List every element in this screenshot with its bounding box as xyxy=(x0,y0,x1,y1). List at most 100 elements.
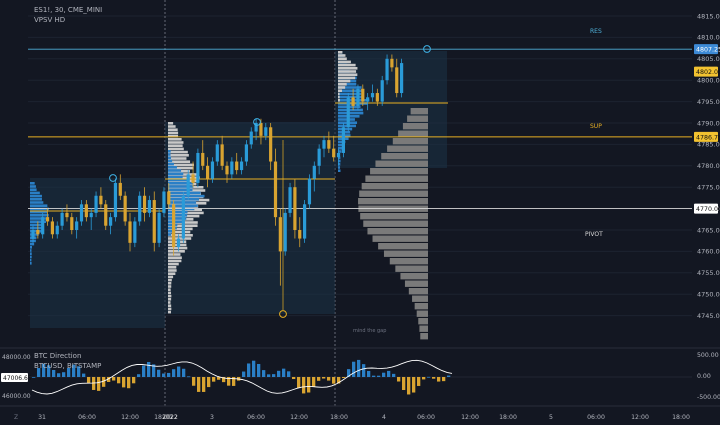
candle-body xyxy=(162,191,166,213)
price-tag xyxy=(694,66,718,77)
volume-profile-bar xyxy=(30,191,40,195)
volume-profile-bar xyxy=(338,51,343,54)
direction-bar xyxy=(137,374,141,377)
candle-body xyxy=(395,67,399,94)
volume-profile-bar xyxy=(420,333,428,340)
price-tag-label: 4802.00 xyxy=(696,69,720,76)
direction-bar xyxy=(147,361,151,377)
volume-profile-bar xyxy=(398,130,428,137)
candle-body xyxy=(60,212,64,226)
volume-profile-bar xyxy=(168,162,174,166)
price-tag xyxy=(694,44,718,55)
direction-bar xyxy=(257,363,261,377)
volume-profile-bar xyxy=(358,198,428,205)
direction-bar xyxy=(317,377,321,381)
candle-body xyxy=(220,144,224,166)
volume-profile-bar xyxy=(338,95,340,99)
candle-body xyxy=(206,165,210,179)
volume-profile-bar xyxy=(168,298,172,301)
direction-bar xyxy=(82,373,86,377)
direction-bar xyxy=(252,360,256,377)
volume-profile-bar xyxy=(168,194,205,198)
low-marker xyxy=(279,310,287,318)
x-tick-label: 3 xyxy=(210,414,214,421)
candle-body xyxy=(239,161,244,171)
direction-bar xyxy=(167,372,171,377)
volume-profile-bar xyxy=(168,144,183,147)
direction-bar xyxy=(312,377,316,387)
volume-profile-bar xyxy=(383,250,428,257)
x-tick-label: 06:00 xyxy=(247,414,265,421)
candle-body xyxy=(341,127,345,153)
volume-profile-bar xyxy=(168,294,172,298)
candle-body xyxy=(380,80,384,102)
volume-profile-bar xyxy=(30,246,32,249)
candle-body xyxy=(128,221,132,243)
candle-body xyxy=(254,123,258,132)
volume-profile-bar xyxy=(30,252,32,255)
direction-bar xyxy=(132,377,136,384)
candle-body xyxy=(94,195,98,213)
volume-profile-bar xyxy=(168,278,172,282)
candle-body xyxy=(400,63,404,94)
direction-bar xyxy=(247,363,251,377)
volume-profile-bar xyxy=(168,262,179,266)
volume-profile-bar xyxy=(30,182,35,185)
volume-profile-bar xyxy=(168,178,189,182)
zoom-icon: Z xyxy=(14,414,18,421)
direction-bar xyxy=(297,377,301,389)
volume-profile-bar xyxy=(30,226,43,230)
candle-body xyxy=(351,97,355,106)
candle-body xyxy=(303,204,307,239)
candle-body xyxy=(235,161,239,171)
volume-profile-bar xyxy=(168,150,188,154)
direction-bar xyxy=(192,377,196,386)
candle-body xyxy=(312,165,316,179)
direction-bar xyxy=(62,372,66,377)
volume-profile-bar xyxy=(338,86,362,89)
volume-profile-bar xyxy=(338,89,342,92)
volume-profile-bar xyxy=(168,122,174,125)
candle-body xyxy=(109,217,113,226)
volume-profile-bar xyxy=(338,118,355,121)
candle-body xyxy=(293,187,297,230)
volume-profile-bar xyxy=(338,95,364,99)
direction-bar xyxy=(347,369,351,377)
volume-profile-bar xyxy=(338,169,341,172)
y-tick-label: 4755.00 xyxy=(697,269,720,277)
candle-body xyxy=(361,88,365,102)
direction-bar xyxy=(322,377,326,379)
direction-bar xyxy=(232,377,236,386)
direction-bar xyxy=(282,368,286,377)
volume-profile-bar xyxy=(389,258,428,265)
volume-profile-bar xyxy=(359,190,428,197)
volume-profile-bar xyxy=(338,57,347,60)
direction-bar xyxy=(92,377,96,390)
direction-bar xyxy=(127,377,131,389)
volume-profile-bar xyxy=(30,223,42,227)
direction-bar xyxy=(87,377,91,384)
candle-body xyxy=(390,58,394,68)
volume-profile-bar xyxy=(168,125,176,128)
direction-bar xyxy=(337,377,341,384)
volume-profile-bar xyxy=(370,168,428,175)
volume-profile-bar xyxy=(168,191,201,195)
volume-profile-bar xyxy=(338,99,340,102)
candle-body xyxy=(70,217,74,230)
candle-body xyxy=(113,182,118,218)
direction-bar xyxy=(352,361,356,377)
x-tick-label: 2022 xyxy=(162,414,178,421)
volume-profile-bar xyxy=(30,194,42,198)
volume-profile-bar xyxy=(30,188,37,191)
sub-y-tick-left: 46000.00 xyxy=(2,393,31,400)
y-tick-label: 4805.00 xyxy=(697,55,720,63)
direction-bar xyxy=(262,370,266,377)
volume-profile-bar xyxy=(168,210,188,214)
volume-profile-bar xyxy=(168,160,191,163)
direction-bar xyxy=(277,370,281,377)
volume-profile-bar xyxy=(338,54,346,57)
direction-bar xyxy=(432,377,436,379)
candle-body xyxy=(332,148,336,158)
candle-body xyxy=(298,230,302,239)
candle-body xyxy=(269,127,273,162)
